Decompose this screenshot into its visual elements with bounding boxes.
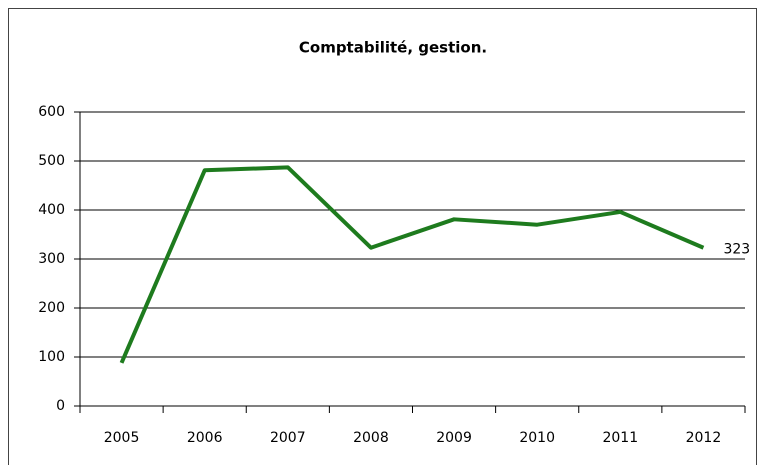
chart-frame [8, 8, 757, 465]
x-tick-label: 2012 [686, 430, 722, 446]
y-tick-label: 0 [56, 398, 65, 414]
y-tick-label: 500 [38, 153, 65, 169]
x-tick-label: 2009 [436, 430, 472, 446]
x-tick-label: 2006 [187, 430, 223, 446]
y-tick-label: 200 [38, 300, 65, 316]
y-tick-label: 100 [38, 349, 65, 365]
x-tick-label: 2008 [353, 430, 389, 446]
x-tick-label: 2005 [104, 430, 140, 446]
data-label: 323 [723, 242, 750, 258]
x-tick-label: 2007 [270, 430, 306, 446]
y-tick-label: 600 [38, 104, 65, 120]
x-tick-label: 2011 [602, 430, 638, 446]
y-tick-label: 400 [38, 202, 65, 218]
x-tick-label: 2010 [519, 430, 555, 446]
y-tick-label: 300 [38, 251, 65, 267]
data-line [119, 165, 705, 364]
chart-title: Comptabilité, gestion. [299, 39, 487, 57]
